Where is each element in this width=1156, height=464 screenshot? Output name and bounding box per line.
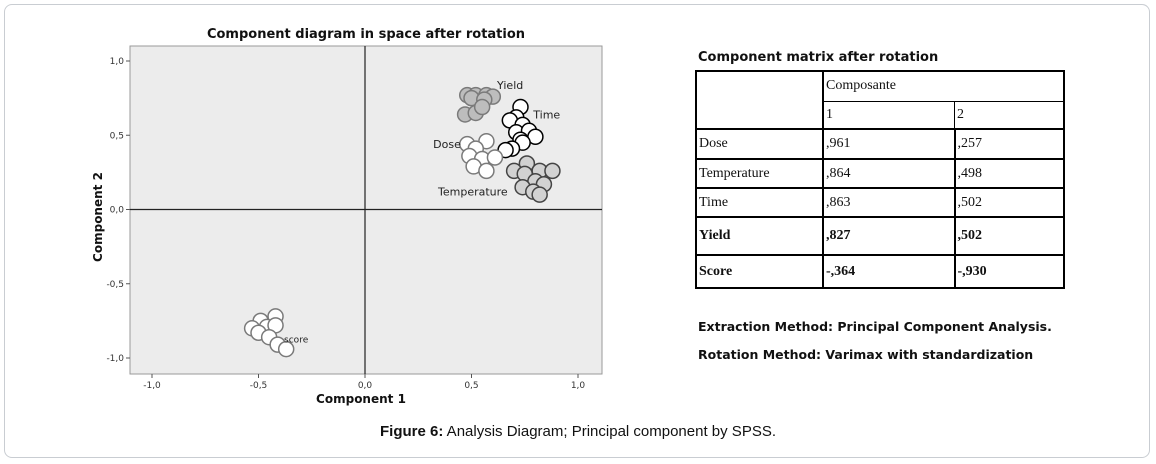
y-tick-label: -1,0 xyxy=(106,354,124,364)
data-point xyxy=(277,340,295,358)
matrix-row-label: Score xyxy=(695,254,824,289)
matrix-cell: ,502 xyxy=(953,187,1065,218)
figure-caption-text: Analysis Diagram; Principal component by… xyxy=(443,423,776,440)
matrix-row-label: Time xyxy=(695,187,824,218)
point-label: Yield xyxy=(496,79,523,92)
matrix-cell: ,498 xyxy=(953,158,1065,189)
matrix-cell: ,864 xyxy=(822,158,956,189)
matrix-col-header-1: 1 xyxy=(822,100,955,130)
point-label: score xyxy=(284,336,309,346)
matrix-group-header: Composante xyxy=(822,70,1065,102)
matrix-corner-cell xyxy=(695,70,824,130)
x-tick-label: 0,5 xyxy=(464,381,478,391)
matrix-cell: ,961 xyxy=(822,128,956,160)
component-matrix-table: Composante 1 2 Dose ,961 ,257 Temperatur… xyxy=(695,70,1065,289)
chart-title: Component diagram in space after rotatio… xyxy=(206,27,526,42)
data-point xyxy=(544,162,561,180)
x-tick-label: 1,0 xyxy=(571,381,586,391)
figure-caption-label: Figure 6: xyxy=(380,423,444,440)
y-tick-label: 0,5 xyxy=(110,131,124,141)
data-point xyxy=(478,162,495,180)
y-tick-label: -0,5 xyxy=(106,280,124,290)
data-point xyxy=(473,98,491,116)
point-label: Temperature xyxy=(437,186,508,199)
matrix-title: Component matrix after rotation xyxy=(698,50,939,65)
x-tick-label: 0,0 xyxy=(358,381,373,391)
x-tick-label: -0,5 xyxy=(250,381,268,391)
figure-caption: Figure 6: Analysis Diagram; Principal co… xyxy=(0,423,1156,440)
point-label: Time xyxy=(532,108,560,121)
y-axis-label: Component 2 xyxy=(91,172,105,262)
figure-frame xyxy=(4,4,1150,458)
matrix-cell: ,502 xyxy=(953,216,1065,256)
matrix-cell: -,930 xyxy=(953,254,1065,289)
matrix-row-label: Yield xyxy=(695,216,824,256)
matrix-row-label: Temperature xyxy=(695,158,824,189)
matrix-col-header-2: 2 xyxy=(954,100,1065,130)
matrix-cell: ,257 xyxy=(953,128,1065,160)
data-point xyxy=(486,149,504,166)
x-tick-label: -1,0 xyxy=(143,381,161,391)
matrix-row-label: Dose xyxy=(695,128,824,160)
extraction-method-note: Extraction Method: Principal Component A… xyxy=(698,319,1052,334)
y-tick-label: 0,0 xyxy=(110,206,125,216)
data-point xyxy=(531,186,548,203)
matrix-cell: ,827 xyxy=(822,216,956,256)
point-label: Dose xyxy=(433,138,461,151)
matrix-cell: -,364 xyxy=(822,254,956,289)
x-axis-label: Component 1 xyxy=(316,392,406,406)
y-tick-label: 1,0 xyxy=(110,57,125,67)
matrix-cell: ,863 xyxy=(822,187,956,218)
rotation-method-note: Rotation Method: Varimax with standardiz… xyxy=(698,347,1034,362)
